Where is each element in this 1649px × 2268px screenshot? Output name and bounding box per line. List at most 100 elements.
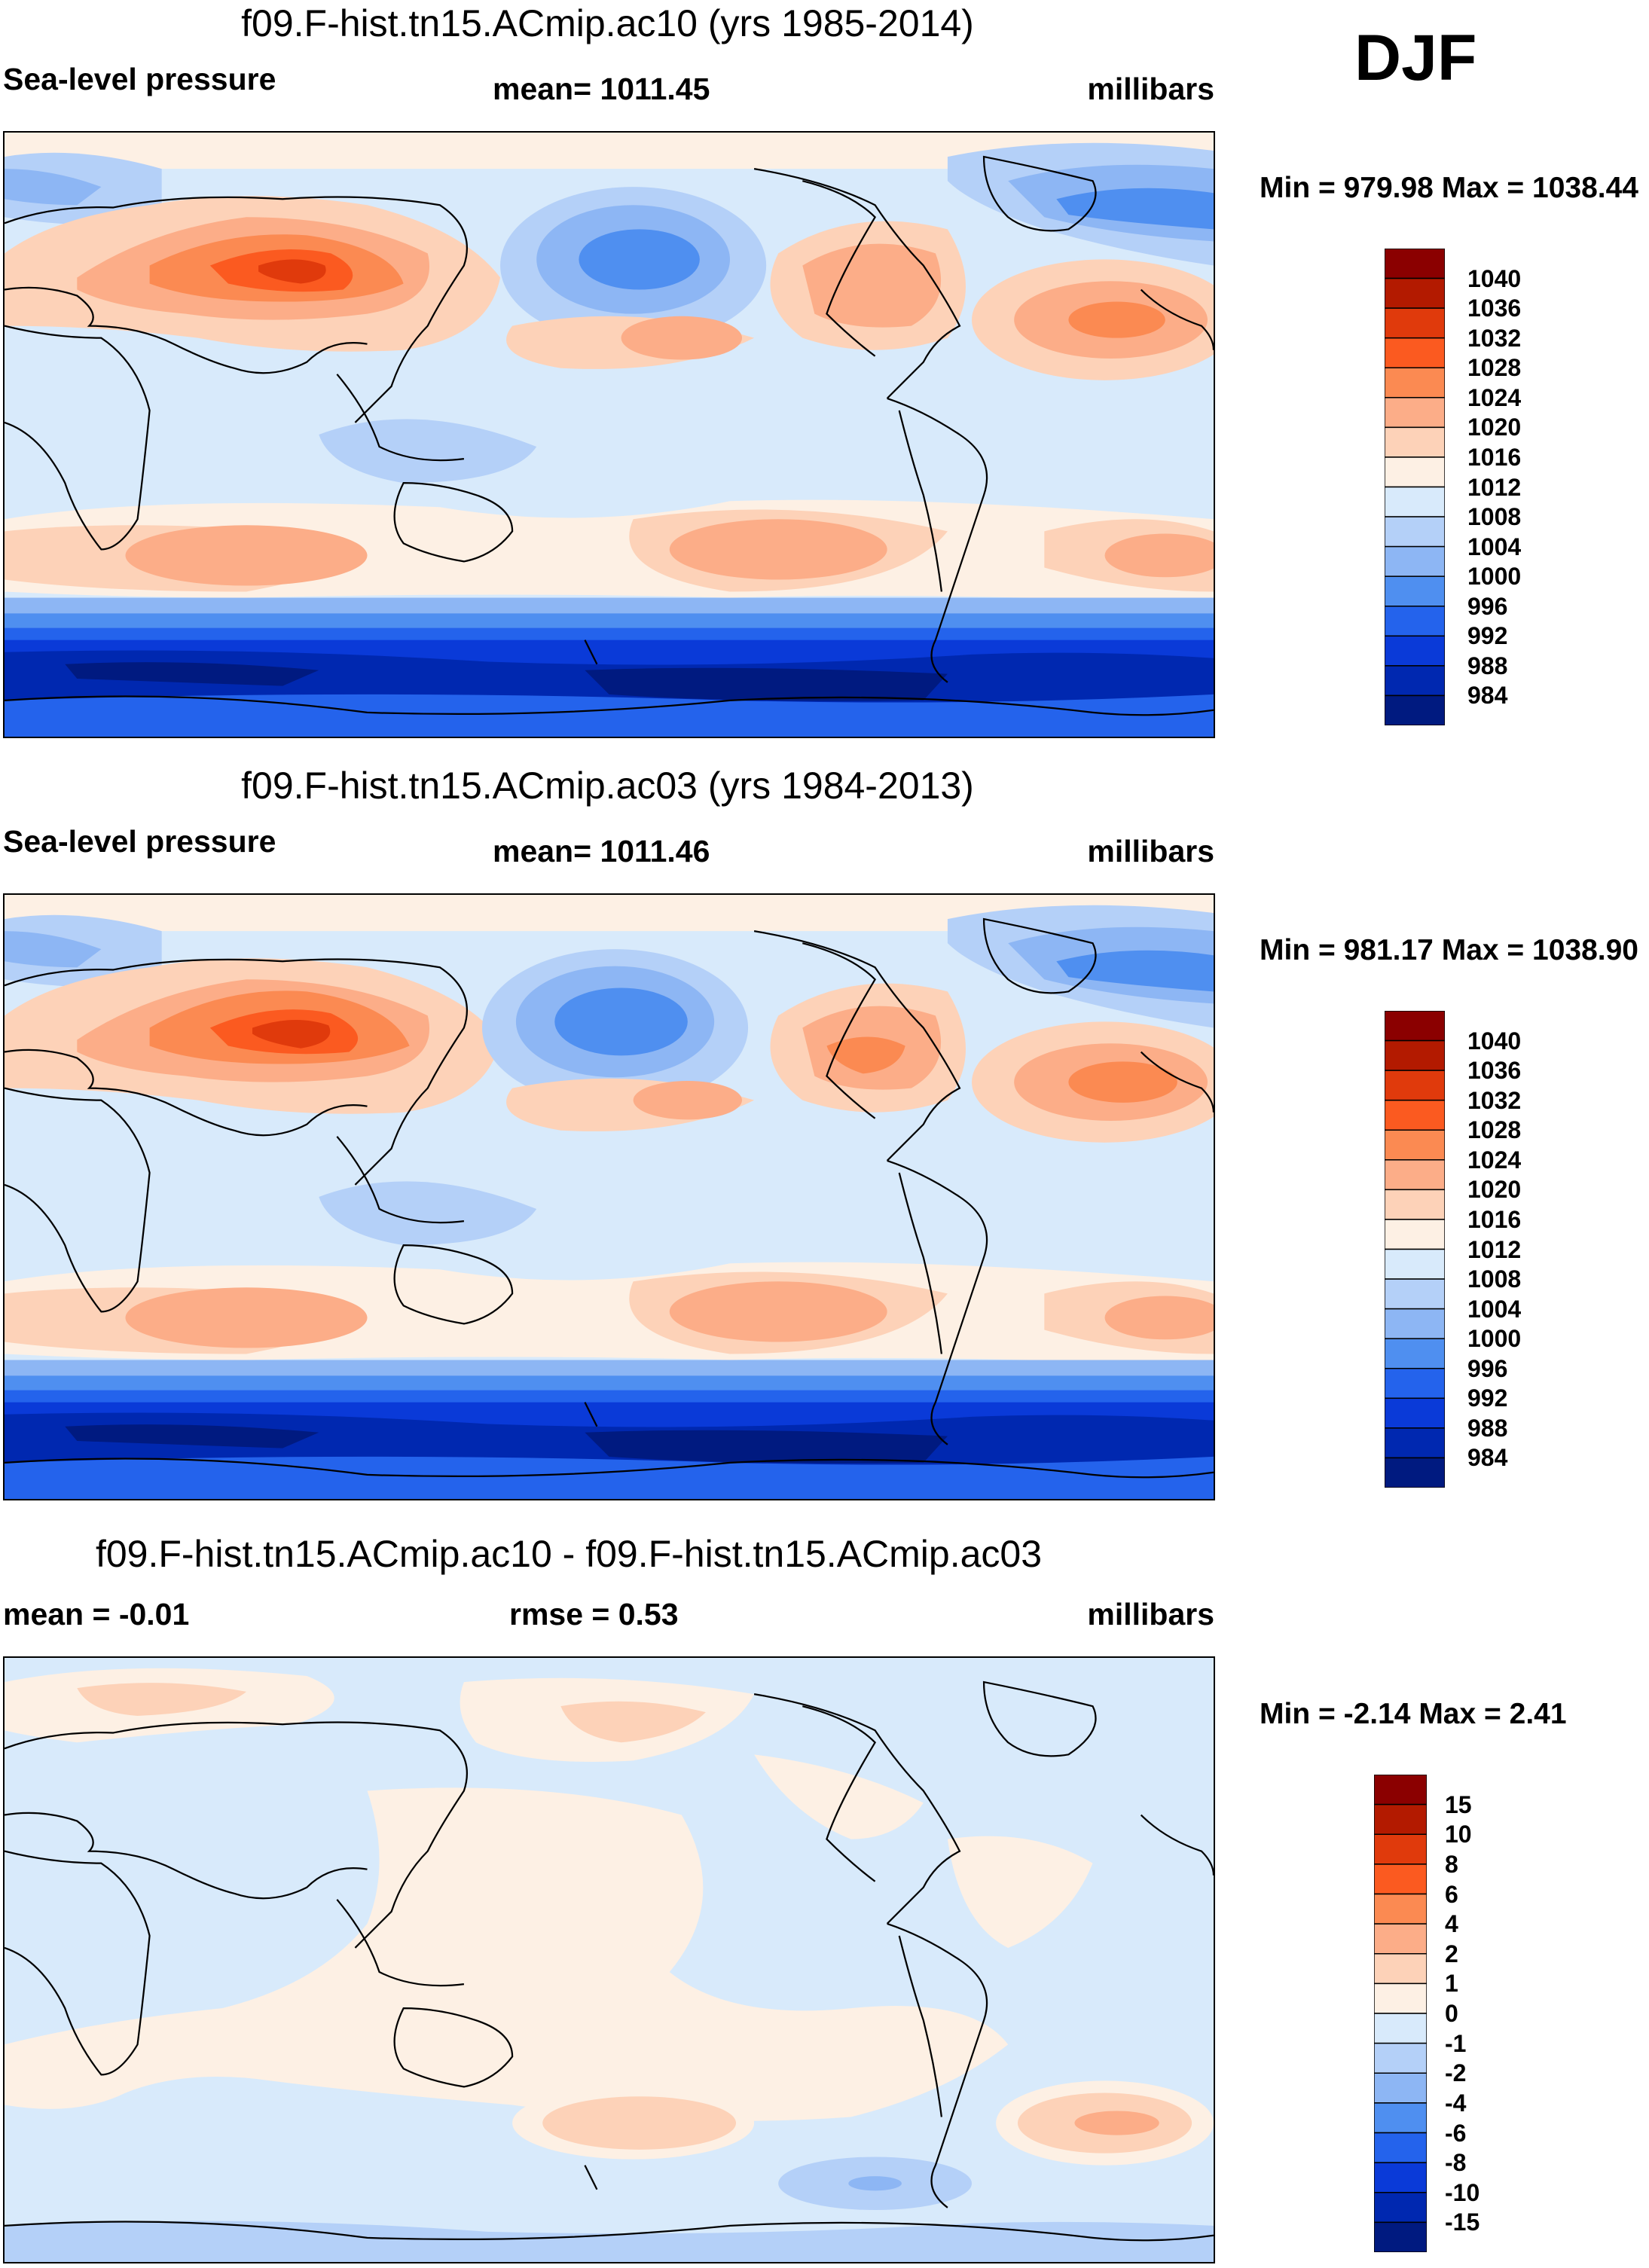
colorbar-swatch — [1374, 1803, 1427, 1835]
colorbar-tick-label: 1016 — [1467, 1205, 1522, 1233]
panel3-colorbar — [1374, 1775, 1427, 2252]
panel1-colorbar-labels: 1040 1036 1032 1028 1024 1020 1016 1012 1008 1004… — [1467, 249, 1558, 725]
colorbar-tick-label: 1008 — [1467, 1265, 1522, 1293]
colorbar-tick-label: 1024 — [1467, 1146, 1522, 1174]
colorbar-swatch — [1374, 1893, 1427, 1925]
colorbar-swatch — [1374, 2132, 1427, 2163]
colorbar-swatch — [1385, 1129, 1445, 1161]
colorbar-swatch — [1374, 1983, 1427, 2014]
colorbar-tick-label: -10 — [1445, 2178, 1480, 2206]
colorbar-swatch — [1374, 2221, 1427, 2252]
colorbar-tick-label: 996 — [1467, 1354, 1508, 1382]
panel1-minmax-label: Min = 979.98 Max = 1038.44 — [1260, 172, 1639, 204]
colorbar-swatch — [1374, 1953, 1427, 1985]
colorbar-swatch — [1385, 1219, 1445, 1250]
panel1-title: f09.F-hist.tn15.ACmip.ac10 (yrs 1985-201… — [241, 2, 974, 44]
colorbar-tick-label: 4 — [1445, 1910, 1458, 1938]
panel3-mean-label: mean = -0.01 — [3, 1597, 190, 1632]
colorbar-swatch — [1385, 307, 1445, 339]
colorbar-swatch — [1385, 1368, 1445, 1400]
colorbar-tick-label: 1016 — [1467, 443, 1522, 471]
colorbar-tick-label: 988 — [1467, 1414, 1508, 1442]
colorbar-swatch — [1385, 1099, 1445, 1131]
colorbar-tick-label: 992 — [1467, 622, 1508, 650]
colorbar-tick-label: 1004 — [1467, 533, 1522, 560]
colorbar-tick-label: 8 — [1445, 1850, 1458, 1878]
colorbar-tick-label: 1036 — [1467, 295, 1522, 322]
colorbar-tick-label: 1008 — [1467, 503, 1522, 531]
colorbar-tick-label: 988 — [1467, 652, 1508, 679]
colorbar-tick-label: -2 — [1445, 2059, 1467, 2087]
colorbar-tick-label: -8 — [1445, 2149, 1467, 2177]
colorbar-swatch — [1385, 665, 1445, 697]
panel1-mean-label: mean= 1011.45 — [493, 72, 710, 106]
panel2-variable-label: Sea-level pressure — [3, 824, 276, 859]
panel1-colorbar — [1385, 249, 1445, 725]
colorbar-swatch — [1374, 2042, 1427, 2074]
colorbar-tick-label: 2 — [1445, 1940, 1458, 1967]
panel2-mean-label: mean= 1011.46 — [493, 834, 710, 868]
colorbar-tick-label: 1040 — [1467, 264, 1522, 292]
colorbar-swatch — [1385, 1457, 1445, 1488]
colorbar-tick-label: 996 — [1467, 592, 1508, 620]
colorbar-swatch — [1385, 1070, 1445, 1101]
colorbar-tick-label: -15 — [1445, 2208, 1480, 2236]
colorbar-tick-label: 1028 — [1467, 1116, 1522, 1144]
colorbar-swatch — [1385, 1248, 1445, 1280]
colorbar-swatch — [1385, 635, 1445, 667]
colorbar-swatch — [1374, 1775, 1427, 1806]
panel3-rmse-label: rmse = 0.53 — [509, 1597, 679, 1632]
panel2-colorbar — [1385, 1011, 1445, 1488]
colorbar-tick-label: 1012 — [1467, 473, 1522, 501]
colorbar-tick-label: 992 — [1467, 1384, 1508, 1412]
colorbar-swatch — [1374, 2102, 1427, 2134]
colorbar-swatch — [1385, 575, 1445, 607]
panel2-minmax-label: Min = 981.17 Max = 1038.90 — [1260, 934, 1639, 966]
colorbar-swatch — [1385, 277, 1445, 309]
colorbar-swatch — [1385, 456, 1445, 488]
colorbar-tick-label: 1020 — [1467, 1176, 1522, 1204]
panel2-title: f09.F-hist.tn15.ACmip.ac03 (yrs 1984-201… — [241, 765, 974, 807]
colorbar-swatch — [1374, 2162, 1427, 2193]
colorbar-swatch — [1385, 1338, 1445, 1369]
colorbar-tick-label: 1032 — [1467, 1086, 1522, 1114]
panel2-map — [3, 893, 1215, 1500]
colorbar-swatch — [1385, 1278, 1445, 1310]
panel1-map — [3, 131, 1215, 738]
panel3-units-label: millibars — [1087, 1597, 1214, 1632]
colorbar-tick-label: -6 — [1445, 2119, 1467, 2147]
colorbar-tick-label: -4 — [1445, 2089, 1467, 2117]
colorbar-tick-label: 1 — [1445, 1970, 1458, 1998]
colorbar-swatch — [1374, 1923, 1427, 1955]
colorbar-tick-label: 0 — [1445, 2000, 1458, 2027]
colorbar-tick-label: -1 — [1445, 2029, 1467, 2057]
panel3-title: f09.F-hist.tn15.ACmip.ac10 - f09.F-hist.… — [95, 1533, 1043, 1575]
colorbar-tick-label: 1000 — [1467, 1325, 1522, 1353]
panel3-colorbar-labels: 15 10 8 6 4 2 1 0 -1 -2 -4 -6 -8 -10 -15 — [1445, 1775, 1535, 2252]
colorbar-swatch — [1374, 2072, 1427, 2104]
colorbar-swatch — [1374, 1833, 1427, 1865]
panel1-variable-label: Sea-level pressure — [3, 62, 276, 96]
colorbar-tick-label: 1028 — [1467, 354, 1522, 382]
panel1-units-label: millibars — [1087, 72, 1214, 106]
colorbar-swatch — [1374, 2192, 1427, 2224]
colorbar-tick-label: 1032 — [1467, 324, 1522, 352]
colorbar-swatch — [1385, 426, 1445, 458]
colorbar-swatch — [1385, 367, 1445, 398]
colorbar-swatch — [1385, 486, 1445, 517]
colorbar-swatch — [1385, 606, 1445, 637]
colorbar-tick-label: 1000 — [1467, 563, 1522, 591]
colorbar-swatch — [1374, 1864, 1427, 1895]
colorbar-tick-label: 6 — [1445, 1880, 1458, 1908]
panel2-colorbar-labels: 1040 1036 1032 1028 1024 1020 1016 1012 1008 1004… — [1467, 1011, 1558, 1488]
colorbar-swatch — [1385, 694, 1445, 725]
season-label: DJF — [1354, 22, 1477, 94]
colorbar-swatch — [1374, 2013, 1427, 2044]
colorbar-swatch — [1385, 249, 1445, 279]
colorbar-swatch — [1385, 1039, 1445, 1071]
colorbar-tick-label: 1040 — [1467, 1027, 1522, 1055]
colorbar-tick-label: 1020 — [1467, 414, 1522, 441]
colorbar-swatch — [1385, 397, 1445, 429]
colorbar-swatch — [1385, 545, 1445, 577]
colorbar-tick-label: 1036 — [1467, 1057, 1522, 1085]
